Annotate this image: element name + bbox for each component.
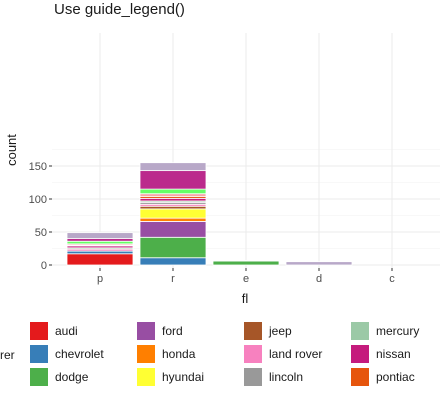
legend-key-jeep	[244, 322, 262, 340]
x-tick-label: p	[97, 273, 103, 285]
chart-title: Use guide_legend()	[54, 1, 185, 18]
legend-key-audi	[30, 322, 48, 340]
legend-key-chevrolet	[30, 345, 48, 363]
bar-segment-e-zzz	[212, 259, 280, 262]
y-tick-label: 150	[29, 161, 47, 173]
legend: audi chevrolet dodge ford honda hyundai jeep la…	[30, 322, 419, 386]
bar-segment-r-ford	[139, 221, 207, 238]
legend-key-lincoln	[244, 368, 262, 386]
y-tick-label: 100	[29, 194, 47, 206]
bar-segment-d-zzz	[285, 261, 353, 266]
y-tick-label: 0	[41, 260, 47, 272]
legend-label: lincoln	[269, 370, 303, 384]
bar-segment-r-honda	[139, 217, 207, 222]
legend-label: nissan	[376, 347, 411, 361]
x-tick-label: c	[389, 273, 395, 285]
y-axis-title: count	[4, 134, 19, 166]
bars	[66, 162, 353, 266]
bar-segment-e-dodge	[212, 260, 280, 266]
legend-label: ford	[162, 324, 183, 338]
legend-title-fragment: rer	[0, 348, 15, 362]
legend-label: honda	[162, 347, 196, 361]
legend-label: dodge	[55, 370, 89, 384]
x-tick-label: e	[243, 273, 249, 285]
legend-key-land-rover	[244, 345, 262, 363]
legend-key-mercury	[351, 322, 369, 340]
legend-label: chevrolet	[55, 347, 104, 361]
legend-key-ford	[137, 322, 155, 340]
legend-label: pontiac	[376, 370, 415, 384]
legend-label: jeep	[268, 324, 292, 338]
bar-segment-r-chevrolet	[139, 257, 207, 266]
bar-segment-r-dodge	[139, 236, 207, 259]
legend-key-nissan	[351, 345, 369, 363]
x-tick-label: d	[316, 273, 322, 285]
legend-label: audi	[55, 324, 78, 338]
legend-key-pontiac	[351, 368, 369, 386]
bar-segment-r-zzz	[139, 162, 207, 172]
legend-label: mercury	[376, 324, 419, 338]
y-tick-label: 50	[35, 227, 47, 239]
bar-segment-r-toyota	[139, 188, 207, 195]
legend-key-dodge	[30, 368, 48, 386]
legend-label: land rover	[269, 347, 322, 361]
x-tick-label: r	[171, 273, 175, 285]
legend-key-honda	[137, 345, 155, 363]
x-axis-title: fl	[242, 291, 249, 306]
bar-segment-r-hyundai	[139, 208, 207, 219]
bar-segment-p-zzz	[66, 232, 134, 240]
bar-segment-r-volkswagen	[139, 170, 207, 190]
bar-segment-p-audi	[66, 253, 134, 266]
legend-label: hyundai	[162, 370, 204, 384]
y-axis-ticks: 0 50 100 150	[29, 161, 52, 272]
legend-key-hyundai	[137, 368, 155, 386]
